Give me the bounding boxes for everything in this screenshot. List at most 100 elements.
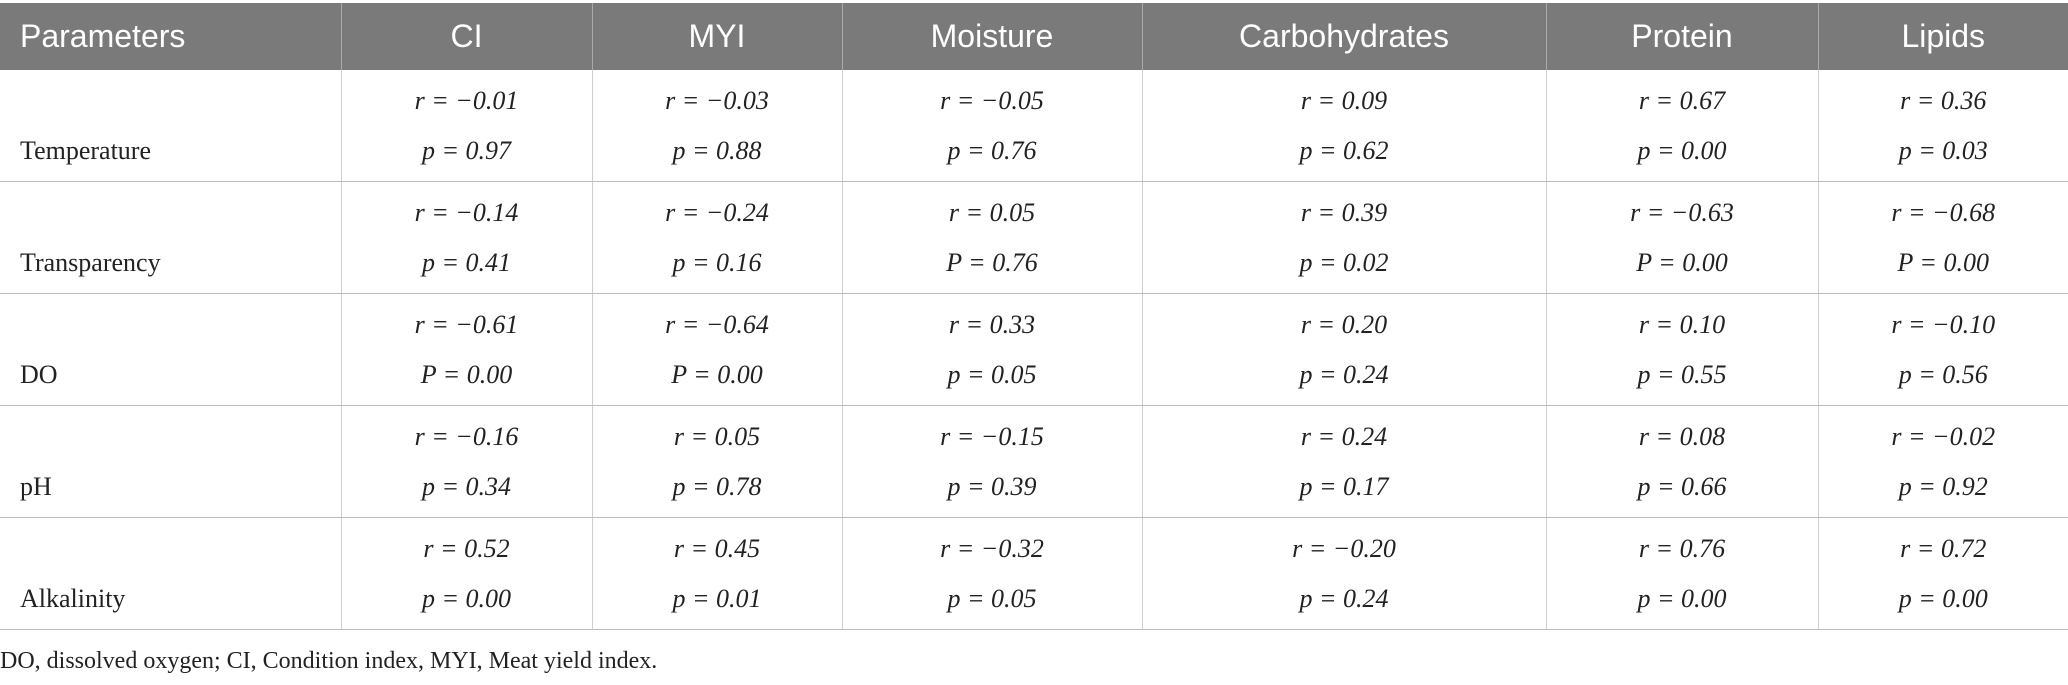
- row-label-cell: Temperature: [0, 70, 341, 182]
- correlation-r-value: r = −0.03: [665, 86, 769, 115]
- table-body: Temperature r = −0.01 p = 0.97 r = −0.03 p =…: [0, 70, 2068, 630]
- cell-carbohydrates: r = −0.20 p = 0.24: [1141, 517, 1546, 630]
- column-header-parameters: Parameters: [0, 3, 341, 70]
- correlation-p-value: p = 0.62: [1299, 136, 1389, 165]
- correlation-p-value: p = 0.05: [947, 584, 1037, 613]
- table-header: Parameters CI MYI Moisture Carbohydrates…: [0, 3, 2068, 70]
- correlation-r-value: r = 0.05: [948, 198, 1036, 227]
- correlation-p-value: P = 0.00: [420, 360, 513, 389]
- correlation-p-value: p = 0.05: [947, 360, 1037, 389]
- cell-myi: r = 0.05 p = 0.78: [591, 405, 842, 518]
- correlation-r-value: r = 0.05: [673, 422, 761, 451]
- correlation-p-value: P = 0.00: [1636, 248, 1728, 277]
- cell-moisture: r = −0.05 p = 0.76: [841, 70, 1142, 182]
- cell-moisture: r = 0.05 P = 0.76: [841, 181, 1142, 294]
- correlation-table: Parameters CI MYI Moisture Carbohydrates…: [0, 3, 2068, 630]
- row-label: Alkalinity: [20, 584, 126, 613]
- column-header-protein: Protein: [1545, 3, 1818, 70]
- cell-moisture: r = 0.33 p = 0.05: [841, 293, 1142, 406]
- correlation-p-value: p = 0.88: [672, 136, 762, 165]
- correlation-r-value: r = −0.20: [1292, 534, 1396, 563]
- cell-lipids: r = 0.36 p = 0.03: [1817, 70, 2068, 182]
- correlation-r-value: r = 0.67: [1638, 86, 1726, 115]
- table-row: DO r = −0.61 P = 0.00 r = −0.64 P = 0.00 r = …: [0, 293, 2068, 406]
- row-label-cell: DO: [0, 293, 341, 406]
- cell-protein: r = 0.67 p = 0.00: [1545, 70, 1818, 182]
- cell-protein: r = 0.10 p = 0.55: [1545, 293, 1818, 406]
- cell-carbohydrates: r = 0.20 p = 0.24: [1141, 293, 1546, 406]
- column-header-moisture: Moisture: [841, 3, 1142, 70]
- cell-protein: r = 0.76 p = 0.00: [1545, 517, 1818, 630]
- correlation-p-value: p = 0.17: [1299, 472, 1389, 501]
- cell-ci: r = −0.61 P = 0.00: [340, 293, 592, 406]
- column-header-myi: MYI: [591, 3, 842, 70]
- correlation-p-value: p = 0.03: [1898, 136, 1988, 165]
- correlation-r-value: r = 0.33: [948, 310, 1036, 339]
- correlation-p-value: p = 0.55: [1637, 360, 1727, 389]
- correlation-r-value: r = −0.32: [940, 534, 1044, 563]
- correlation-p-value: P = 0.00: [1897, 248, 1989, 277]
- cell-protein: r = 0.08 p = 0.66: [1545, 405, 1818, 518]
- cell-carbohydrates: r = 0.24 p = 0.17: [1141, 405, 1546, 518]
- correlation-table-container: Parameters CI MYI Moisture Carbohydrates…: [0, 3, 2068, 630]
- correlation-r-value: r = −0.63: [1630, 198, 1734, 227]
- correlation-p-value: p = 0.00: [1637, 136, 1727, 165]
- cell-protein: r = −0.63 P = 0.00: [1545, 181, 1818, 294]
- cell-carbohydrates: r = 0.39 p = 0.02: [1141, 181, 1546, 294]
- table-row: pH r = −0.16 p = 0.34 r = 0.05 p = 0.78 r = −…: [0, 405, 2068, 518]
- correlation-p-value: p = 0.76: [947, 136, 1037, 165]
- correlation-r-value: r = −0.01: [414, 86, 519, 115]
- cell-ci: r = −0.14 p = 0.41: [340, 181, 592, 294]
- correlation-r-value: r = −0.64: [665, 310, 769, 339]
- correlation-p-value: p = 0.41: [421, 248, 512, 277]
- correlation-r-value: r = 0.72: [1900, 534, 1987, 563]
- cell-lipids: r = −0.10 p = 0.56: [1817, 293, 2068, 406]
- correlation-p-value: P = 0.00: [671, 360, 763, 389]
- cell-lipids: r = 0.72 p = 0.00: [1817, 517, 2068, 630]
- correlation-r-value: r = 0.10: [1638, 310, 1726, 339]
- correlation-r-value: r = 0.36: [1900, 86, 1987, 115]
- row-label-cell: Transparency: [0, 181, 341, 294]
- correlation-r-value: r = −0.02: [1891, 422, 1996, 451]
- correlation-p-value: p = 0.00: [1637, 584, 1727, 613]
- correlation-r-value: r = −0.15: [940, 422, 1044, 451]
- row-label-cell: Alkalinity: [0, 517, 341, 630]
- cell-lipids: r = −0.68 P = 0.00: [1817, 181, 2068, 294]
- correlation-r-value: r = 0.09: [1300, 86, 1388, 115]
- correlation-r-value: r = 0.39: [1300, 198, 1388, 227]
- cell-ci: r = −0.01 p = 0.97: [340, 70, 592, 182]
- correlation-r-value: r = −0.05: [940, 86, 1044, 115]
- correlation-p-value: p = 0.56: [1898, 360, 1988, 389]
- correlation-p-value: p = 0.00: [421, 584, 512, 613]
- header-row: Parameters CI MYI Moisture Carbohydrates…: [0, 3, 2068, 70]
- cell-ci: r = −0.16 p = 0.34: [340, 405, 592, 518]
- row-label: Temperature: [20, 136, 151, 165]
- correlation-p-value: p = 0.39: [947, 472, 1037, 501]
- correlation-r-value: r = 0.08: [1638, 422, 1726, 451]
- cell-myi: r = −0.24 p = 0.16: [591, 181, 842, 294]
- correlation-p-value: P = 0.76: [946, 248, 1038, 277]
- correlation-p-value: p = 0.34: [421, 472, 512, 501]
- correlation-p-value: p = 0.02: [1299, 248, 1389, 277]
- cell-ci: r = 0.52 p = 0.00: [340, 517, 592, 630]
- correlation-r-value: r = −0.68: [1891, 198, 1996, 227]
- row-label: DO: [20, 360, 58, 389]
- cell-lipids: r = −0.02 p = 0.92: [1817, 405, 2068, 518]
- correlation-r-value: r = −0.24: [665, 198, 769, 227]
- table-footnote: DO, dissolved oxygen; CI, Condition inde…: [0, 648, 658, 674]
- cell-myi: r = 0.45 p = 0.01: [591, 517, 842, 630]
- correlation-r-value: r = 0.24: [1300, 422, 1388, 451]
- cell-myi: r = −0.64 P = 0.00: [591, 293, 842, 406]
- column-header-carbohydrates: Carbohydrates: [1141, 3, 1546, 70]
- correlation-p-value: p = 0.16: [672, 248, 762, 277]
- column-header-lipids: Lipids: [1817, 3, 2068, 70]
- table-row: Temperature r = −0.01 p = 0.97 r = −0.03 p =…: [0, 70, 2068, 182]
- table-row: Alkalinity r = 0.52 p = 0.00 r = 0.45 p = 0.…: [0, 517, 2068, 630]
- correlation-p-value: p = 0.97: [421, 136, 512, 165]
- correlation-p-value: p = 0.24: [1299, 360, 1389, 389]
- cell-moisture: r = −0.32 p = 0.05: [841, 517, 1142, 630]
- cell-moisture: r = −0.15 p = 0.39: [841, 405, 1142, 518]
- correlation-r-value: r = 0.45: [673, 534, 761, 563]
- row-label: pH: [20, 472, 52, 501]
- correlation-p-value: p = 0.24: [1299, 584, 1389, 613]
